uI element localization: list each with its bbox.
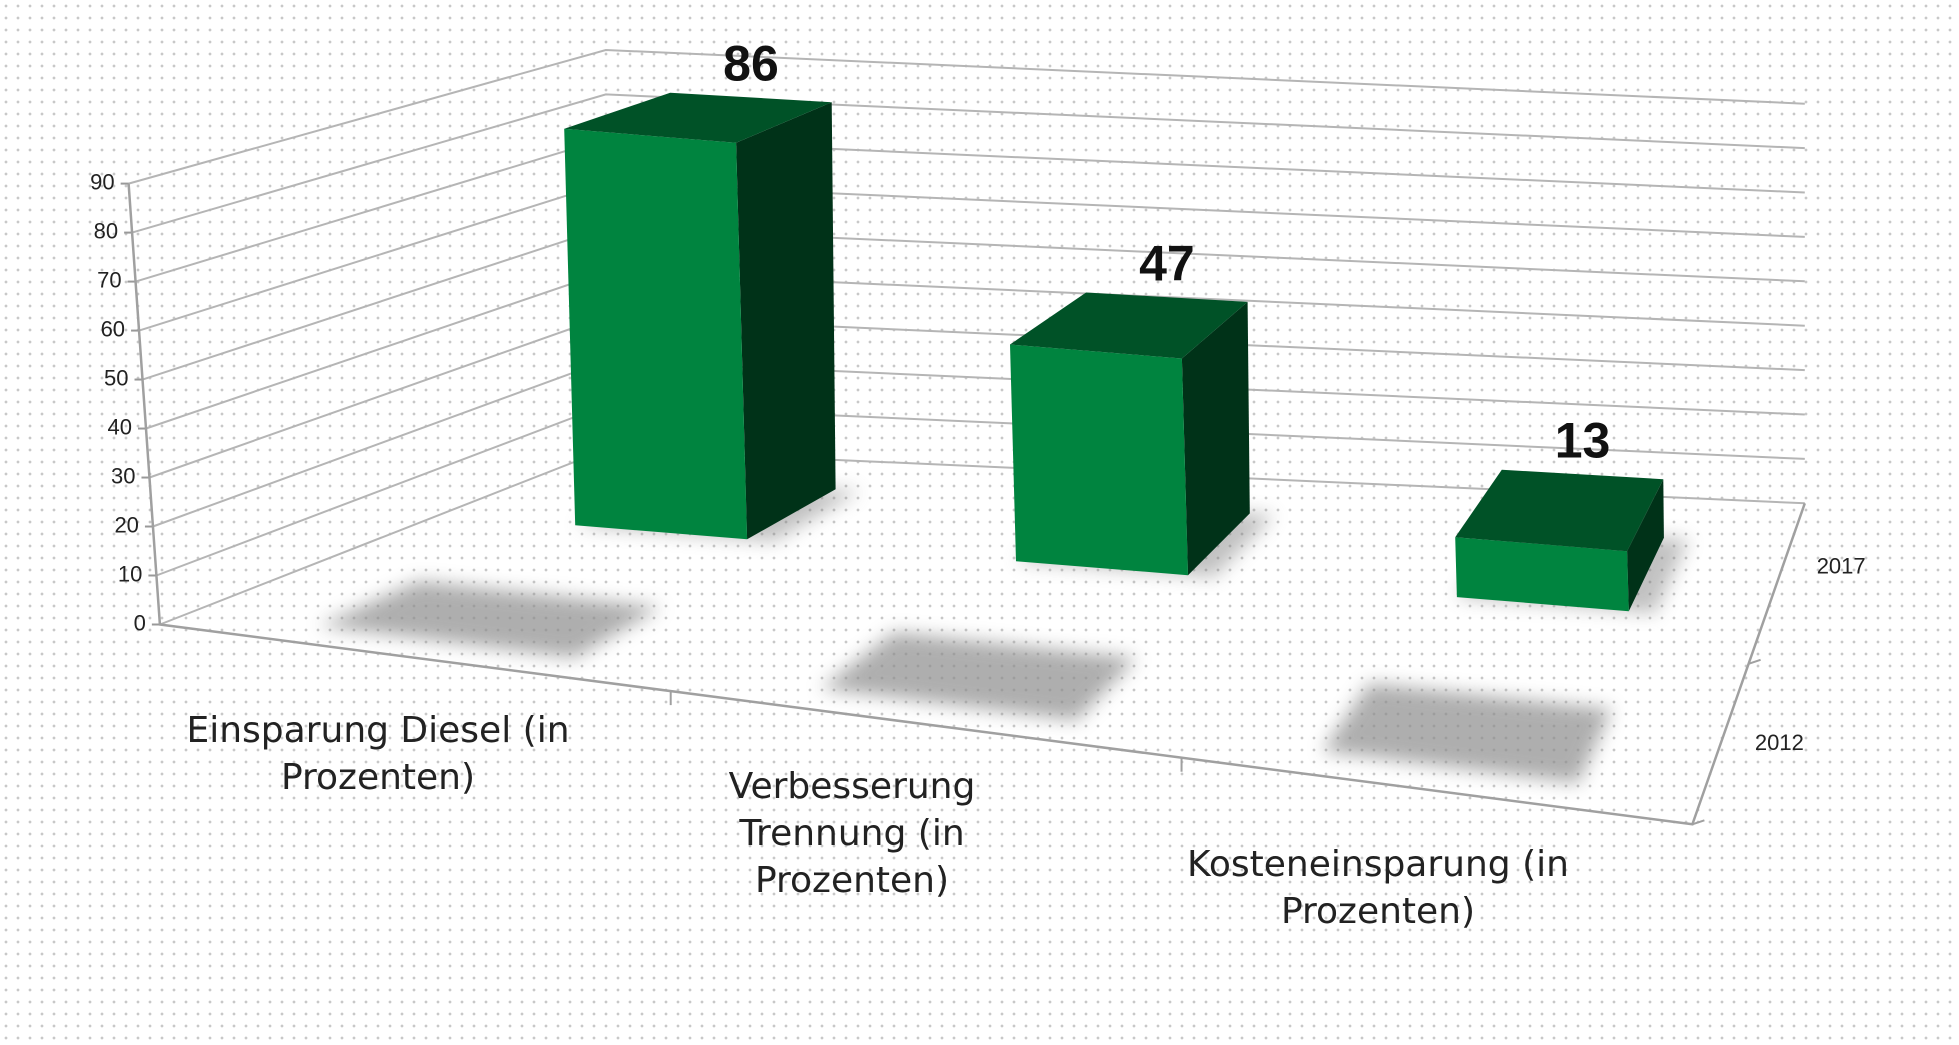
bar-top xyxy=(1010,292,1248,359)
bar-front xyxy=(1455,537,1629,612)
y-tick-label: 10 xyxy=(118,561,142,586)
bar xyxy=(820,632,1137,721)
bar xyxy=(318,581,662,658)
value-label: 86 xyxy=(723,36,779,92)
y-tick-label: 90 xyxy=(90,169,114,194)
grid-line xyxy=(131,93,1805,234)
bar-side xyxy=(1627,479,1664,612)
y-tick-label: 60 xyxy=(101,316,125,341)
bar-front xyxy=(1010,344,1188,576)
x-tick-label-box: Kosteneinsparung (in Prozenten) xyxy=(1187,844,1569,932)
grid-line xyxy=(135,137,1805,283)
x-tick-label-box: Verbesserung Trennung (in Prozenten) xyxy=(728,766,976,901)
y-tick-label: 20 xyxy=(114,512,138,537)
value-label: 13 xyxy=(1555,413,1611,469)
y-tick-label: 70 xyxy=(97,267,121,292)
bar-top xyxy=(1455,469,1664,552)
series-label: 2012 xyxy=(1755,730,1804,755)
y-tick-label: 0 xyxy=(134,610,146,635)
grid-line xyxy=(145,270,1805,430)
y-tick-label: 40 xyxy=(108,414,132,439)
y-tick-label: 30 xyxy=(111,463,135,488)
y-tick-label: 50 xyxy=(104,365,128,390)
value-label: 47 xyxy=(1139,235,1195,291)
depth-tick-mark xyxy=(1748,658,1761,665)
bar-shadow xyxy=(1322,683,1612,784)
bar-front xyxy=(564,128,748,540)
bar-shadow xyxy=(318,581,662,658)
bar-top xyxy=(564,92,832,143)
bar-shadow xyxy=(820,632,1137,721)
series-label: 2017 xyxy=(1817,553,1866,578)
x-tick-label-box: Einsparung Diesel (in Prozenten) xyxy=(186,710,570,798)
x-tick-label: Einsparung Diesel (in Prozenten) xyxy=(186,710,570,798)
bar xyxy=(1322,683,1612,784)
bar-side xyxy=(736,102,836,540)
grid-line xyxy=(128,48,1805,185)
bar xyxy=(1010,292,1275,578)
y-tick-label: 80 xyxy=(94,218,118,243)
depth-tick-mark xyxy=(1692,819,1705,826)
x-tick-label: Kosteneinsparung (in Prozenten) xyxy=(1187,844,1569,932)
bar xyxy=(1455,469,1689,614)
x-tick-label: Verbesserung Trennung (in Prozenten) xyxy=(728,766,976,901)
bar-side xyxy=(1181,301,1250,576)
bar xyxy=(564,92,861,542)
